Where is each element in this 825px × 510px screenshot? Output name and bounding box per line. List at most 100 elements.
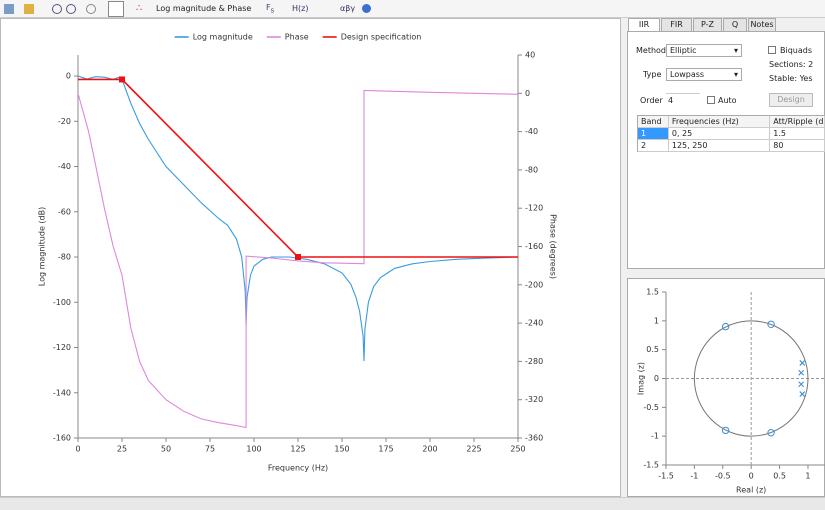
open-icon[interactable] [24,4,34,14]
y2-tick-label: -40 [525,127,538,136]
fs-button[interactable]: Fs [266,3,274,15]
y-tick-label: 0.5 [646,345,659,354]
y2-tick-label: -360 [525,434,543,443]
fs-sub: s [270,6,275,15]
x-axis-label: Frequency (Hz) [268,464,328,473]
tab[interactable]: Q [723,18,747,31]
status-bar [0,497,825,510]
spec-toggle[interactable] [108,1,124,17]
transfer-button[interactable]: H(z) [292,4,309,13]
y2-tick-label: 40 [525,51,535,60]
order-input[interactable]: 4 [666,93,700,106]
table-cell[interactable]: 2 [638,140,669,152]
y2-tick-label: -240 [525,319,543,328]
series-line [78,78,518,258]
x-tick-label: 75 [205,445,215,454]
pole-marker [799,391,806,397]
help-icon[interactable] [362,4,371,13]
view-select[interactable]: Log magnitude & Phase [156,4,252,13]
x-tick-label: 100 [246,445,261,454]
tab-strip: IIR FIR P-Z Q Notes [628,18,825,31]
tab[interactable]: IIR [628,18,660,31]
method-value: Elliptic [670,46,697,55]
stable-text: Stable: Yes [769,74,813,83]
poles-icon[interactable]: ∴ [136,3,143,14]
table-row: 2 125, 250 80 [638,140,825,152]
toolbar: ∴ Log magnitude & Phase Fs H(z) αβγ [0,0,825,18]
series-line [77,75,519,362]
header-cell: Frequencies (Hz) [668,116,771,128]
reset[interactable] [86,4,96,14]
biquads-label: Biquads [780,46,813,55]
table-cell[interactable]: 125, 250 [668,140,771,152]
pz-panel [627,278,825,497]
sections-text: Sections: 2 [769,60,814,69]
tab[interactable]: Notes [748,18,776,31]
order-label: Order [640,96,663,105]
series-line [77,89,519,429]
y-tick-label: 0 [66,72,71,81]
y-tick-label: -1 [651,432,659,441]
tab[interactable]: P-Z [693,18,722,31]
fs-text: F [266,3,271,12]
zero-marker [767,320,775,328]
y2-tick-label: -200 [525,280,543,289]
pole-marker [799,360,806,366]
y2-tick-label: -80 [525,165,538,174]
spec-marker [295,254,301,261]
x-axis-label: Real (z) [736,486,766,495]
tab[interactable]: FIR [661,18,692,31]
y2-tick-label: -320 [525,395,543,404]
table-row: 1 0, 25 1.5 [638,128,825,140]
zero-marker [721,426,730,435]
zero-marker [721,322,730,331]
x-tick-label: 0 [75,445,80,454]
y-tick-label: -1.5 [643,461,659,470]
type-label: Type [643,70,662,79]
y2-tick-label: 0 [525,89,530,98]
y-tick-label: 1 [654,316,659,325]
biquads-checkbox[interactable] [768,46,776,54]
save-icon[interactable] [4,4,14,14]
method-select[interactable]: Elliptic ▾ [666,44,742,57]
spec-marker [119,76,125,83]
x-tick-label: 25 [117,445,127,454]
y2-tick-label: -120 [525,204,543,213]
y-tick-label: 1.5 [646,288,659,297]
x-tick-label: -1 [690,472,698,481]
symbols-button[interactable]: αβγ [340,4,356,13]
x-tick-label: 50 [161,445,171,454]
type-value: Lowpass [670,70,705,79]
y-tick-label: -160 [53,434,71,443]
header-cell: Band [638,116,669,128]
y2-axis-label: Phase (degrees) [549,214,558,279]
table-cell[interactable]: 0, 25 [668,128,771,140]
type-select[interactable]: Lowpass ▾ [666,68,742,81]
y-tick-label: -20 [58,117,71,126]
y-tick-label: -60 [58,207,71,216]
zoom-out[interactable] [66,4,76,14]
legend-label: Phase [285,33,309,42]
x-tick-label: 200 [422,445,437,454]
y-tick-label: -40 [58,162,71,171]
y-tick-label: -100 [53,298,71,307]
unit-circle [693,320,809,437]
y2-tick-label: -280 [525,357,543,366]
x-tick-label: 250 [510,445,525,454]
y-axis-label: Imag (z) [637,362,646,395]
x-tick-label: 1 [805,472,810,481]
y-tick-label: -140 [53,388,71,397]
table-cell[interactable]: 1 [638,128,669,140]
zoom-in[interactable] [52,4,62,14]
pole-marker [798,369,805,376]
auto-checkbox[interactable] [707,96,715,104]
legend: Log magnitude Phase Design specification [174,33,422,42]
method-label: Method [636,46,667,55]
x-tick-label: 150 [334,445,349,454]
design-button[interactable]: Design [769,93,813,107]
legend-label: Design specification [341,33,422,42]
pole-marker [798,381,805,388]
legend-label: Log magnitude [193,33,253,42]
